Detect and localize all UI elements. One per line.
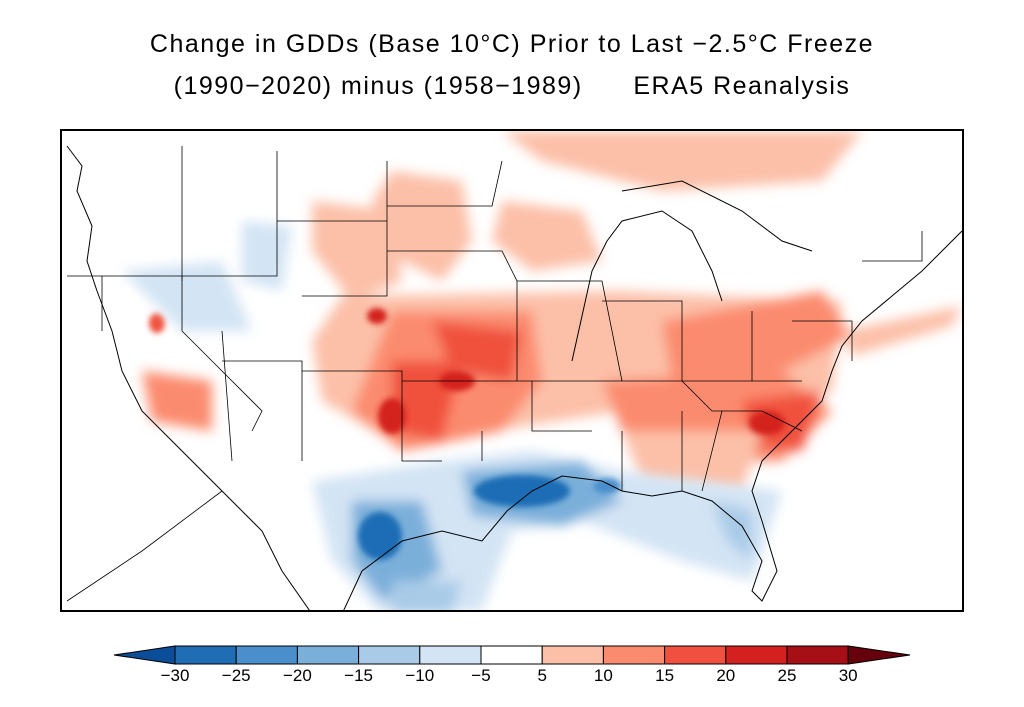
colorbar-tick-label: 20 <box>716 666 736 685</box>
colorbar-tick-label: −25 <box>221 666 251 685</box>
map-panel <box>60 129 964 612</box>
colorbar-tick-label: 15 <box>655 666 675 685</box>
colorbar-swatch <box>358 645 421 665</box>
colorbar-swatch <box>235 645 298 665</box>
colorbar-swatch <box>480 645 543 665</box>
state-boundaries <box>66 146 923 602</box>
colorbar <box>113 645 911 665</box>
colorbar-swatch <box>419 645 482 665</box>
colorbar-tick-label: 5 <box>537 666 547 685</box>
colorbar-max-arrow <box>847 645 911 665</box>
positive-anomaly-field <box>142 131 962 491</box>
strong-warm-cores <box>149 308 785 435</box>
colorbar-swatch <box>664 645 727 665</box>
colorbar-swatch <box>725 645 788 665</box>
colorbar-tick-label: −30 <box>160 666 190 685</box>
colorbar-tick-label: −20 <box>282 666 312 685</box>
colorbar-tick-label: 10 <box>593 666 613 685</box>
colorbar-swatch <box>602 645 666 665</box>
colorbar-min-arrow <box>113 645 176 665</box>
colorbar-swatch <box>296 645 360 665</box>
strong-cool-cores <box>358 475 621 560</box>
colorbar-swatch <box>174 645 237 665</box>
colorbar-tick-label: −10 <box>405 666 435 685</box>
colorbar-tick-label: 25 <box>777 666 797 685</box>
map-title-line1: Change in GDDs (Base 10°C) Prior to Last… <box>149 30 875 58</box>
colorbar-swatch <box>786 645 849 665</box>
map-title-line2: (1990−2020) minus (1958−1989) ERA5 Reana… <box>173 72 851 100</box>
coastline <box>66 145 962 610</box>
map-canvas <box>66 131 962 610</box>
colorbar-tick-label: −15 <box>344 666 374 685</box>
colorbar-tick-label: −5 <box>471 666 491 685</box>
colorbar-swatch <box>541 645 604 665</box>
colorbar-tick-label: 30 <box>838 666 858 685</box>
